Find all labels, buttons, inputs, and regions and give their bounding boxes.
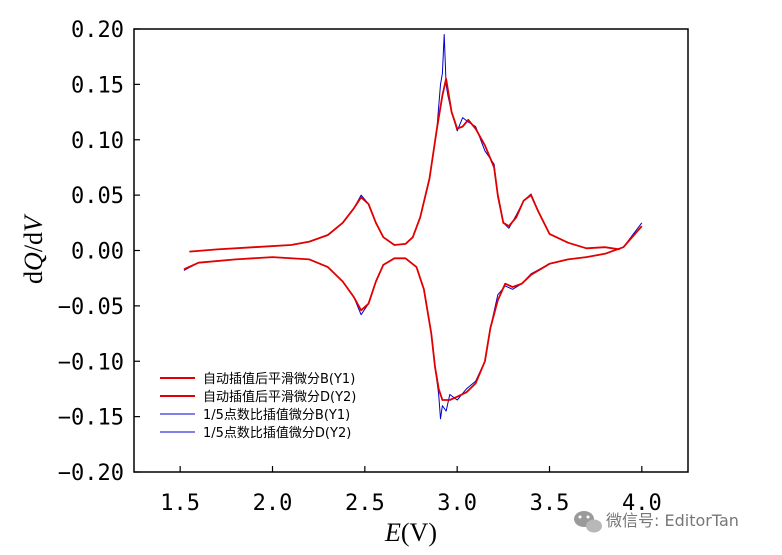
- y-tick-label: −0.05: [58, 295, 124, 320]
- y-tick-label: 0.00: [71, 240, 124, 265]
- x-axis-ticks: 1.5 2.0 2.5 3.0 3.5 4.0: [160, 466, 662, 516]
- y-axis-label: dQ/dV: [19, 213, 48, 284]
- legend-label-1: 自动插值后平滑微分B(Y1): [203, 371, 355, 387]
- y-tick-label: 0.05: [71, 184, 124, 209]
- watermark-text: 微信号: EditorTan: [606, 511, 739, 530]
- series-line-3: [189, 34, 620, 253]
- x-axis-label: E(V): [384, 518, 437, 547]
- y-tick-label: −0.20: [58, 461, 124, 486]
- x-tick-label: 3.0: [437, 491, 477, 516]
- legend: 自动插值后平滑微分B(Y1) 自动插值后平滑微分D(Y2) 1/5点数比插值微分…: [160, 371, 356, 441]
- x-tick-label: 2.0: [253, 491, 293, 516]
- series-lines: [183, 34, 643, 420]
- y-tick-label: −0.15: [58, 406, 124, 431]
- y-tick-label: 0.15: [71, 73, 124, 98]
- watermark: 微信号: EditorTan: [574, 511, 739, 533]
- y-axis-ticks: 0.20 0.15 0.10 0.05 0.00 −0.05 −0.10 −0.15 −0.20: [58, 18, 140, 486]
- series-line-1: [189, 77, 620, 253]
- y-tick-label: 0.20: [71, 18, 124, 43]
- x-tick-label: 1.5: [160, 491, 200, 516]
- legend-label-2: 自动插值后平滑微分D(Y2): [203, 389, 356, 405]
- y-tick-label: 0.10: [71, 129, 124, 154]
- wechat-icon: [574, 511, 602, 533]
- x-tick-label: 2.5: [345, 491, 385, 516]
- legend-label-3: 1/5点数比插值微分B(Y1): [203, 407, 350, 423]
- x-tick-label: 4.0: [622, 491, 662, 516]
- y-tick-label: −0.10: [58, 350, 124, 375]
- series-line-2: [183, 225, 643, 401]
- x-tick-label: 3.5: [530, 491, 570, 516]
- legend-label-4: 1/5点数比插值微分D(Y2): [203, 425, 351, 441]
- plot-frame: [133, 28, 689, 473]
